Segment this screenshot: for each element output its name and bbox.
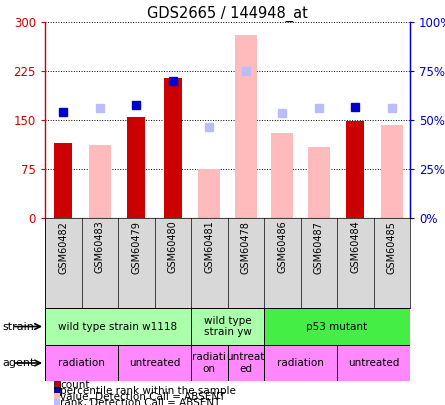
- Text: untreat
ed: untreat ed: [227, 352, 265, 374]
- Text: GSM60484: GSM60484: [350, 221, 360, 273]
- Bar: [264, 345, 337, 381]
- Bar: [346, 122, 364, 218]
- Text: GSM60483: GSM60483: [95, 221, 105, 273]
- Text: radiati
on: radiati on: [192, 352, 226, 374]
- Bar: [381, 125, 403, 218]
- Text: percentile rank within the sample: percentile rank within the sample: [61, 386, 236, 396]
- Text: radiation: radiation: [58, 358, 105, 368]
- Bar: [89, 145, 111, 218]
- Text: GSM60479: GSM60479: [131, 221, 141, 273]
- Text: wild type
strain yw: wild type strain yw: [203, 316, 251, 337]
- Text: count: count: [61, 379, 90, 390]
- Text: GSM60480: GSM60480: [168, 221, 178, 273]
- Bar: [264, 308, 410, 345]
- Text: GSM60481: GSM60481: [204, 221, 214, 273]
- Text: GSM60486: GSM60486: [277, 221, 287, 273]
- Bar: [235, 35, 257, 218]
- Bar: [127, 117, 146, 218]
- Text: GSM60482: GSM60482: [58, 221, 68, 273]
- Text: untreated: untreated: [129, 358, 180, 368]
- Text: radiation: radiation: [277, 358, 324, 368]
- Bar: [227, 345, 264, 381]
- Bar: [308, 147, 330, 218]
- Text: GSM60485: GSM60485: [387, 221, 397, 273]
- Text: rank, Detection Call = ABSENT: rank, Detection Call = ABSENT: [61, 398, 221, 405]
- Text: untreated: untreated: [348, 358, 399, 368]
- Text: GSM60478: GSM60478: [241, 221, 251, 273]
- Bar: [118, 345, 191, 381]
- Text: GSM60487: GSM60487: [314, 221, 324, 273]
- Bar: [45, 345, 118, 381]
- Bar: [198, 169, 220, 218]
- Title: GDS2665 / 144948_at: GDS2665 / 144948_at: [147, 6, 308, 22]
- Bar: [191, 345, 227, 381]
- Bar: [54, 143, 73, 218]
- Bar: [337, 345, 410, 381]
- Text: wild type strain w1118: wild type strain w1118: [58, 322, 178, 332]
- Bar: [45, 308, 191, 345]
- Bar: [191, 308, 264, 345]
- Bar: [164, 77, 182, 218]
- Text: strain: strain: [2, 322, 34, 332]
- Bar: [271, 133, 293, 218]
- Text: value, Detection Call = ABSENT: value, Detection Call = ABSENT: [61, 392, 226, 402]
- Text: agent: agent: [2, 358, 35, 368]
- Text: p53 mutant: p53 mutant: [307, 322, 368, 332]
